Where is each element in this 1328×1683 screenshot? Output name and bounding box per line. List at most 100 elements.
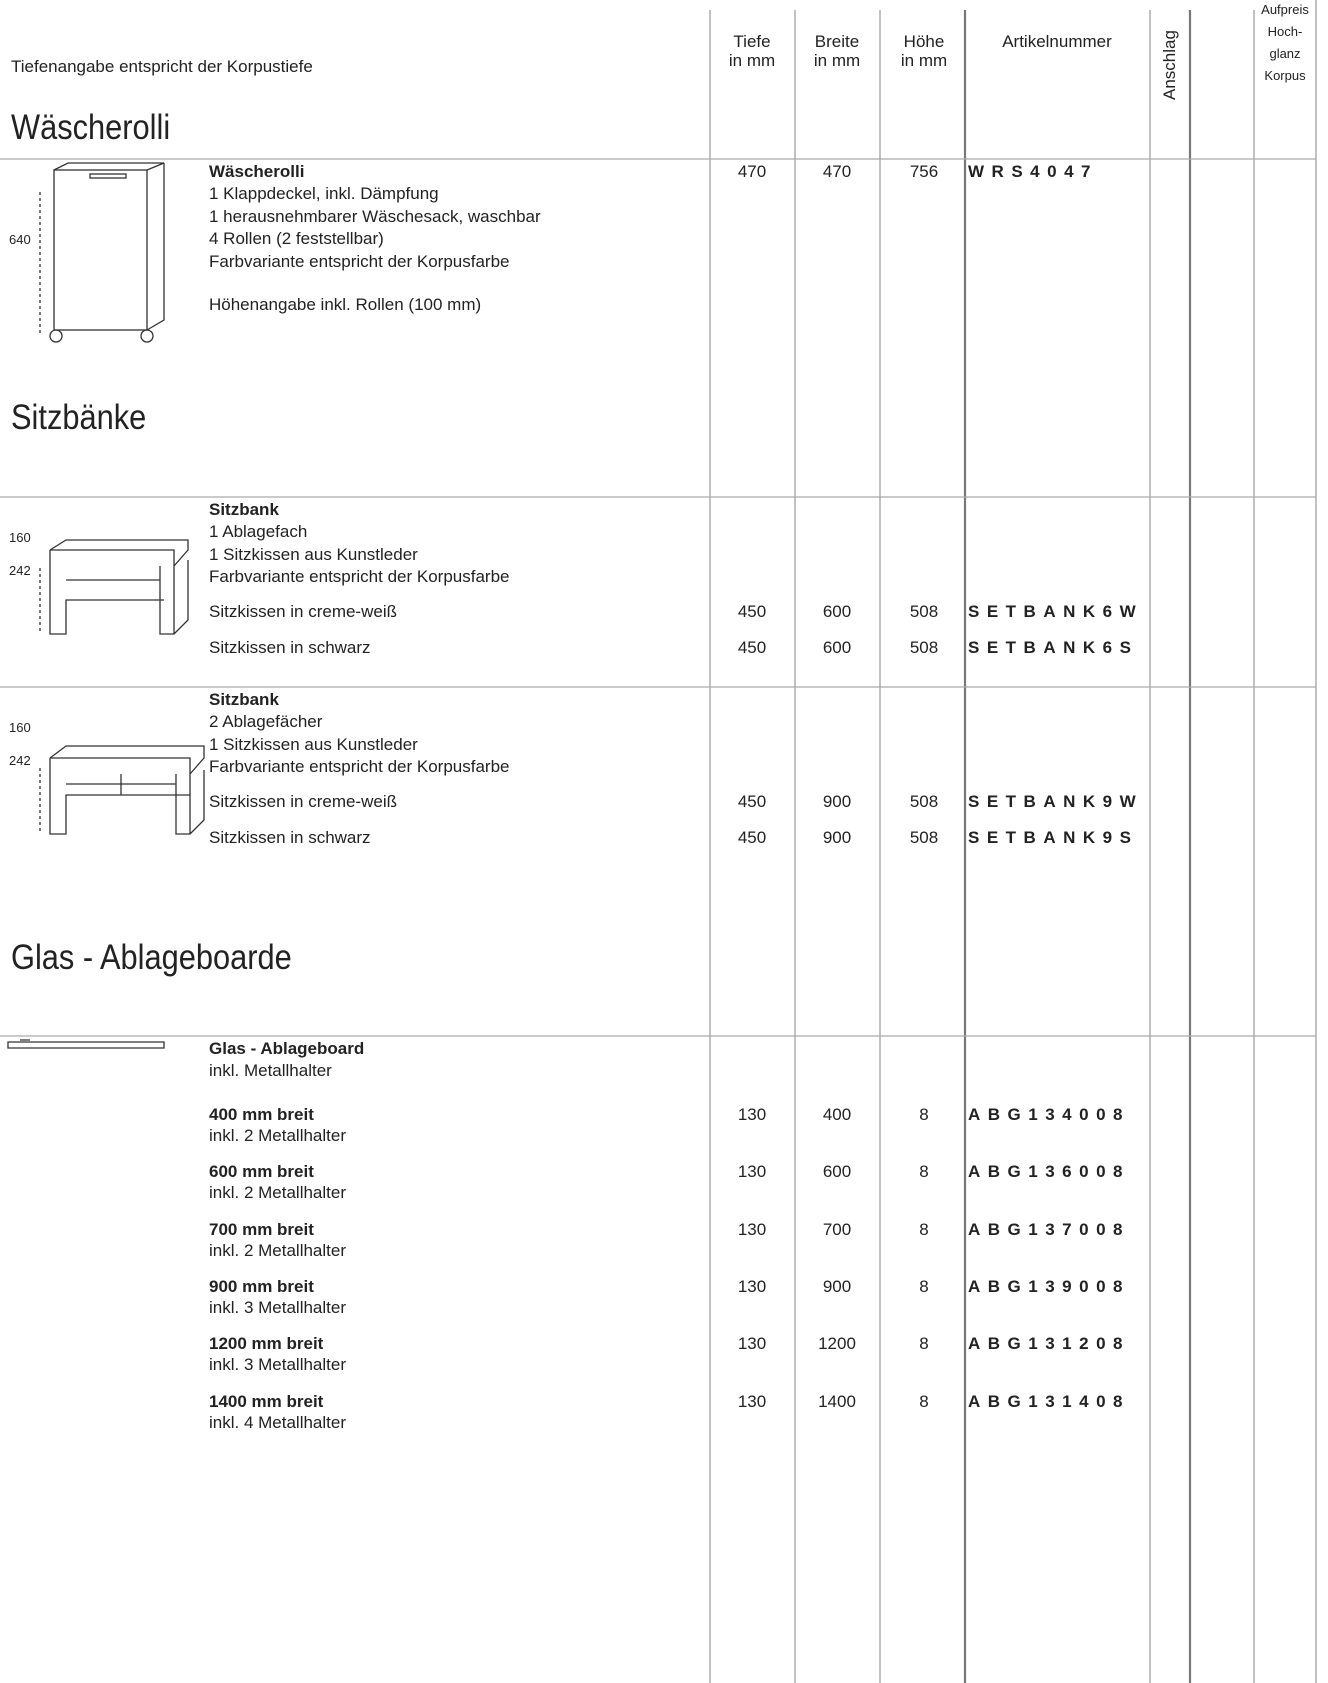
section-title: Sitzbänke (11, 398, 147, 437)
column-header: Breite (814, 32, 860, 51)
column-header: in mm (728, 51, 776, 70)
article-number: WRS4047 (968, 162, 1098, 181)
row-label: Sitzkissen in schwarz (209, 638, 371, 657)
product-line: 1 Klappdeckel, inkl. Dämpfung (209, 184, 439, 203)
article-number: SETBANK6S (968, 638, 1139, 657)
article-number: ABG131408 (968, 1391, 1131, 1411)
section-title: Glas - Ablageboarde (11, 938, 292, 977)
product-line: Farbvariante entspricht der Korpusfarbe (209, 757, 510, 776)
product-line: 4 Rollen (2 feststellbar) (209, 229, 384, 248)
product-line: inkl. Metallhalter (209, 1061, 332, 1080)
cell-breite: 1200 (818, 1334, 856, 1354)
cell-breite: 400 (822, 1105, 852, 1124)
product-line: 2 Ablagefächer (209, 712, 323, 731)
cell-hoehe: 8 (919, 1276, 929, 1296)
article-number: SETBANK9S (968, 828, 1139, 847)
dimension-label: 640 (9, 232, 31, 247)
variant-sub: inkl. 2 Metallhalter (209, 1183, 347, 1203)
dimension-label: 160 (9, 530, 31, 545)
cell-hoehe: 508 (909, 638, 939, 657)
cell-hoehe: 508 (909, 828, 939, 847)
article-number: SETBANK9W (968, 792, 1144, 811)
cell-hoehe: 756 (909, 162, 939, 181)
cell-breite: 600 (822, 638, 852, 657)
variant-label: 1200 mm breit (209, 1334, 324, 1354)
column-header: Anschlag (1160, 30, 1179, 100)
cell-tiefe: 450 (737, 638, 767, 657)
row-label: Sitzkissen in schwarz (209, 828, 371, 847)
column-header: Korpus (1264, 68, 1306, 83)
cell-hoehe: 508 (909, 602, 939, 621)
cell-tiefe: 450 (737, 602, 767, 621)
cell-breite: 900 (822, 792, 852, 811)
dimension-label: 160 (9, 720, 31, 735)
variant-label: 600 mm breit (209, 1162, 314, 1182)
row-label: Sitzkissen in creme-weiß (209, 792, 397, 811)
cell-breite: 900 (822, 1276, 852, 1296)
column-header: in mm (900, 51, 948, 70)
column-lines-bold (963, 10, 1192, 1683)
cell-tiefe: 130 (737, 1391, 767, 1411)
cell-hoehe: 8 (919, 1219, 929, 1239)
product-line: 1 herausnehmbarer Wäschesack, waschbar (209, 206, 541, 226)
cell-hoehe: 8 (919, 1162, 929, 1182)
variant-label: 400 mm breit (209, 1105, 314, 1124)
cell-tiefe: 130 (737, 1105, 767, 1124)
cell-tiefe: 450 (737, 792, 767, 811)
cell-hoehe: 8 (919, 1334, 929, 1354)
variant-sub: inkl. 4 Metallhalter (209, 1412, 347, 1432)
cell-tiefe: 130 (737, 1162, 767, 1182)
cell-tiefe: 470 (737, 162, 767, 181)
product-line: 1 Ablagefach (209, 522, 308, 541)
row-label: Sitzkissen in creme-weiß (209, 602, 397, 621)
cell-breite: 470 (822, 162, 852, 181)
variant-sub: inkl. 2 Metallhalter (209, 1126, 347, 1145)
article-number: ABG136008 (968, 1162, 1131, 1182)
article-number: ABG134008 (968, 1105, 1131, 1124)
cell-tiefe: 450 (737, 828, 767, 847)
row-lines (0, 158, 1316, 1037)
cell-hoehe: 508 (909, 792, 939, 811)
variant-sub: inkl. 2 Metallhalter (209, 1240, 347, 1260)
variant-label: 900 mm breit (209, 1276, 314, 1296)
column-header: Tiefe (733, 32, 771, 51)
cell-hoehe: 8 (919, 1391, 929, 1411)
product-line: 1 Sitzkissen aus Kunstleder (209, 544, 418, 564)
cell-tiefe: 130 (737, 1334, 767, 1354)
product-name: Wäscherolli (209, 162, 305, 181)
article-number: SETBANK6W (968, 602, 1144, 621)
column-header: Höhe (903, 32, 945, 51)
header-note: Tiefenangabe entspricht der Korpustiefe (11, 57, 313, 76)
cell-breite: 1400 (818, 1391, 856, 1411)
column-header: in mm (813, 51, 861, 70)
dimension-label: 242 (9, 563, 31, 578)
dimension-label: 242 (9, 753, 31, 768)
column-header: Artikelnummer (1002, 32, 1112, 51)
cell-breite: 600 (822, 602, 852, 621)
product-note: Höhenangabe inkl. Rollen (100 mm) (209, 295, 482, 314)
product-line: Farbvariante entspricht der Korpusfarbe (209, 567, 510, 586)
variant-sub: inkl. 3 Metallhalter (209, 1297, 347, 1317)
column-header: Aufpreis (1261, 2, 1309, 17)
product-name: Sitzbank (209, 690, 279, 709)
cell-breite: 700 (822, 1219, 852, 1239)
variant-label: 700 mm breit (209, 1219, 314, 1239)
product-icons (7, 162, 205, 1049)
variant-sub: inkl. 3 Metallhalter (209, 1355, 347, 1375)
cell-tiefe: 130 (737, 1276, 767, 1296)
product-name: Glas - Ablageboard (209, 1039, 365, 1058)
cell-tiefe: 130 (737, 1219, 767, 1239)
column-header: glanz (1269, 46, 1301, 61)
article-number: ABG137008 (968, 1219, 1131, 1239)
cell-breite: 600 (822, 1162, 852, 1182)
article-number: ABG131208 (968, 1334, 1131, 1354)
column-header: Hoch- (1267, 24, 1303, 39)
variant-label: 1400 mm breit (209, 1391, 324, 1411)
cell-breite: 900 (822, 828, 852, 847)
product-name: Sitzbank (209, 500, 279, 519)
cell-hoehe: 8 (919, 1105, 929, 1124)
product-line: Farbvariante entspricht der Korpusfarbe (209, 251, 510, 271)
column-lines (709, 0, 1317, 1683)
